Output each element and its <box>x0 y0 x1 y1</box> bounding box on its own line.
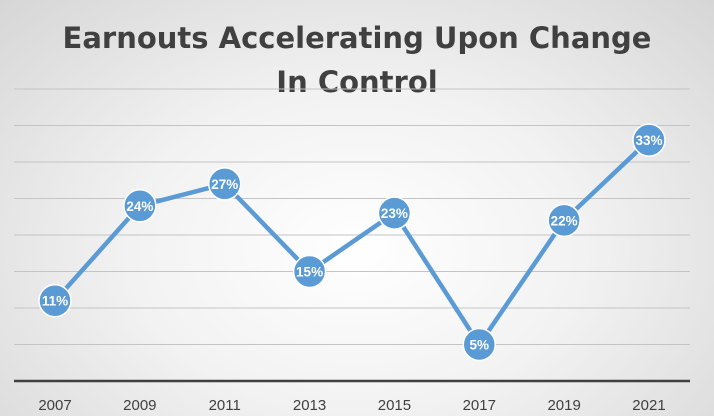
data-point-marker <box>462 327 497 362</box>
x-tick-label: 2013 <box>293 397 326 414</box>
data-label: 27% <box>211 177 238 192</box>
x-tick-label: 2015 <box>378 397 411 414</box>
x-tick-label: 2017 <box>463 397 496 414</box>
data-label: 5% <box>470 338 490 353</box>
data-point-marker <box>292 254 327 289</box>
data-point-marker <box>207 167 242 201</box>
x-tick-label: 2007 <box>38 397 71 414</box>
x-tick-label: 2021 <box>632 397 665 414</box>
data-label: 15% <box>296 265 323 280</box>
chart-title: Earnouts Accelerating Upon Change In Con… <box>0 16 714 104</box>
x-tick-label: 2019 <box>547 397 580 414</box>
series-line <box>52 137 652 347</box>
data-label: 11% <box>42 294 68 309</box>
chart-title-line-2: In Control <box>276 65 438 99</box>
data-point-marker <box>123 189 157 223</box>
data-label: 22% <box>551 213 578 228</box>
data-label: 24% <box>126 199 153 214</box>
data-point-marker <box>38 283 72 318</box>
data-label: 23% <box>381 206 408 221</box>
chart-title-line-1: Earnouts Accelerating Upon Change <box>62 21 652 55</box>
x-tick-label: 2011 <box>209 397 241 414</box>
data-point-marker <box>377 196 412 230</box>
data-point-marker <box>547 203 581 238</box>
data-point-marker <box>632 123 666 157</box>
data-label: 33% <box>635 133 662 148</box>
x-tick-label: 2009 <box>123 397 156 414</box>
